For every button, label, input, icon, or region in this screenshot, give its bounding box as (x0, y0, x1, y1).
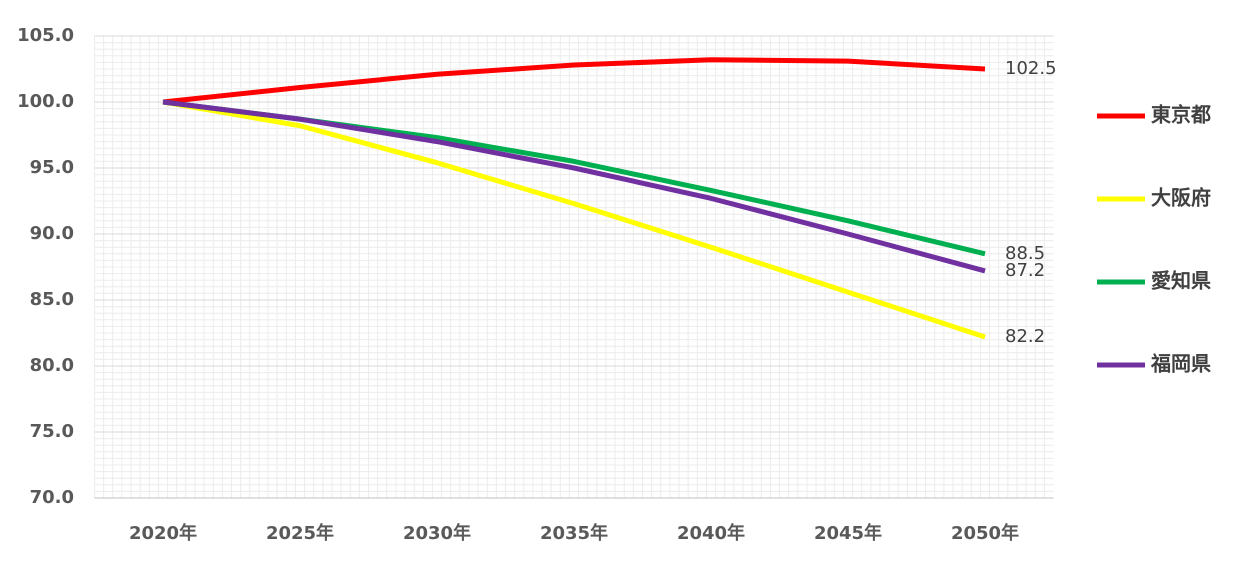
y-tick-label: 95.0 (30, 157, 74, 178)
y-tick-label: 90.0 (30, 223, 74, 244)
legend-label: 愛知県 (1151, 269, 1211, 293)
x-tick-label: 2035年 (540, 522, 608, 544)
legend-label: 大阪府 (1151, 186, 1211, 210)
legend-label: 福岡県 (1150, 352, 1211, 376)
series-line (162, 57, 986, 105)
series-line (162, 99, 986, 274)
x-tick-label: 2025年 (266, 522, 334, 544)
x-tick-label: 2020年 (129, 522, 197, 544)
y-tick-label: 105.0 (17, 25, 74, 46)
data-label: 82.2 (1005, 326, 1045, 347)
y-tick-label: 100.0 (17, 91, 74, 112)
x-tick-label: 2030年 (403, 522, 471, 544)
x-tick-label: 2040年 (677, 522, 745, 544)
data-label: 102.5 (1005, 58, 1057, 79)
data-label: 88.5 (1005, 243, 1045, 264)
y-tick-label: 70.0 (30, 487, 74, 508)
y-tick-label: 80.0 (30, 355, 74, 376)
x-tick-label: 2045年 (814, 522, 882, 544)
x-tick-label: 2050年 (951, 522, 1019, 544)
y-tick-label: 85.0 (30, 289, 74, 310)
series-line (162, 99, 986, 340)
data-label: 87.2 (1005, 260, 1045, 281)
legend-label: 東京都 (1151, 103, 1211, 127)
y-tick-label: 75.0 (30, 421, 74, 442)
